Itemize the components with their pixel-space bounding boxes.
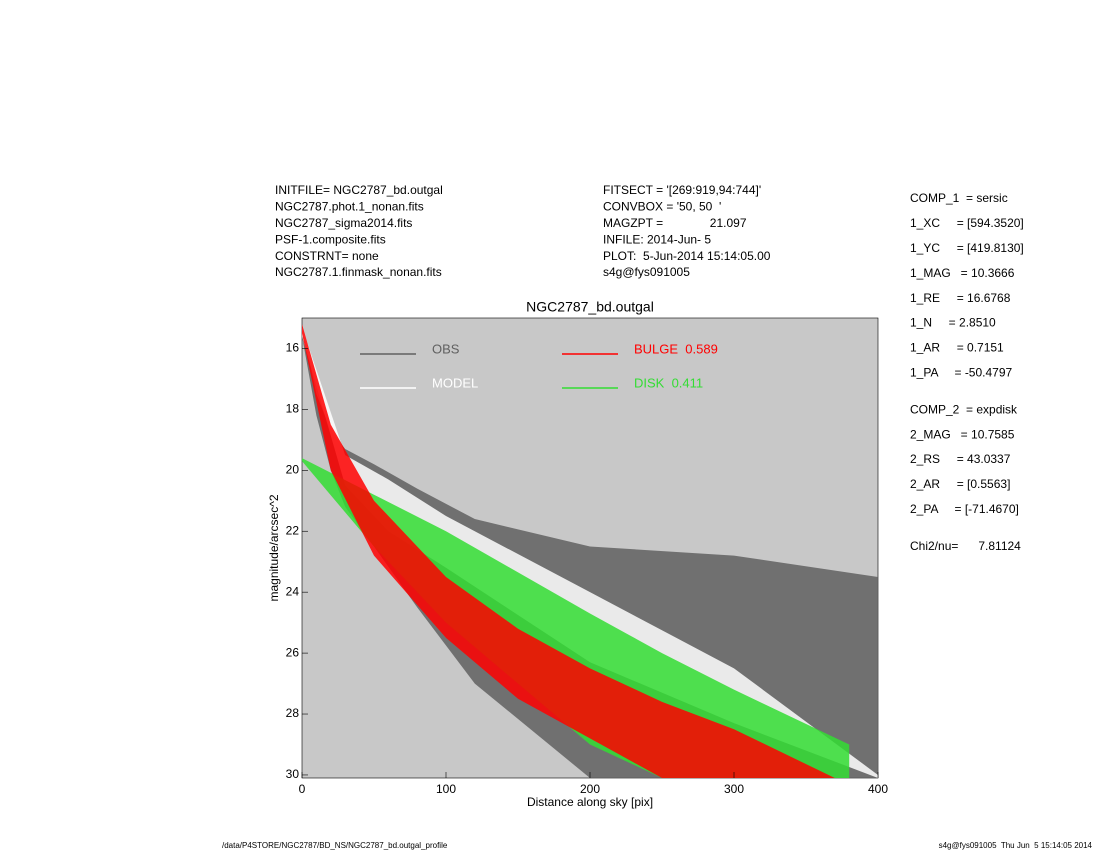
x-tick-label: 200 (580, 782, 600, 796)
header-line: MAGZPT = 21.097 (603, 216, 747, 230)
header-line: FITSECT = '[269:919,94:744]' (603, 183, 761, 197)
header-line: PSF-1.composite.fits (275, 232, 386, 246)
fit-param: Chi2/nu= 7.81124 (910, 539, 1021, 553)
header-line: INFILE: 2014-Jun- 5 (603, 232, 711, 246)
profile-band (302, 327, 878, 778)
fit-param: 1_XC = [594.3520] (910, 216, 1024, 230)
header-line: INITFILE= NGC2787_bd.outgal (275, 183, 443, 197)
y-tick-label: 30 (286, 767, 300, 781)
header-line: CONSTRNT= none (275, 249, 379, 263)
x-tick-label: 300 (724, 782, 744, 796)
y-tick-label: 22 (286, 523, 300, 537)
header-line: NGC2787.1.finmask_nonan.fits (275, 265, 442, 279)
fit-param: COMP_2 = expdisk (910, 402, 1018, 416)
y-tick-label: 20 (286, 462, 300, 476)
legend-label: DISK 0.411 (634, 375, 703, 390)
chart-title: NGC2787_bd.outgal (526, 299, 654, 315)
legend-label: BULGE 0.589 (634, 341, 718, 356)
x-tick-label: 100 (436, 782, 456, 796)
fit-param: 1_AR = 0.7151 (910, 341, 1004, 355)
fit-param: 2_AR = [0.5563] (910, 477, 1010, 491)
footer-stamp: s4g@fys091005 Thu Jun 5 15:14:05 2014 (939, 841, 1093, 850)
fit-param: 1_PA = -50.4797 (910, 365, 1013, 379)
fit-param: 1_N = 2.8510 (910, 316, 996, 330)
y-tick-label: 18 (286, 402, 300, 416)
legend-label: MODEL (432, 375, 478, 390)
legend-label: OBS (432, 341, 460, 356)
y-tick-label: 28 (286, 706, 300, 720)
fit-param: 2_MAG = 10.7585 (910, 427, 1015, 441)
profile-band (302, 324, 835, 778)
header-line: PLOT: 5-Jun-2014 15:14:05.00 (603, 249, 771, 263)
footer-path: /data/P4STORE/NGC2787/BD_NS/NGC2787_bd.o… (222, 841, 448, 850)
fit-param: 1_RE = 16.6768 (910, 291, 1011, 305)
profile-band (302, 458, 850, 778)
fit-param: 2_PA = [-71.4670] (910, 502, 1019, 516)
x-tick-label: 400 (868, 782, 888, 796)
y-tick-label: 24 (286, 584, 300, 598)
fit-param: 1_MAG = 10.3666 (910, 266, 1015, 280)
x-axis-label: Distance along sky [pix] (527, 795, 653, 809)
fit-param: COMP_1 = sersic (910, 191, 1008, 205)
header-line: CONVBOX = '50, 50 ' (603, 200, 721, 214)
fit-param: 2_RS = 43.0337 (910, 452, 1011, 466)
y-tick-label: 26 (286, 645, 300, 659)
x-tick-label: 0 (299, 782, 306, 796)
y-axis-label: magnitude/arcsec^2 (267, 494, 281, 601)
header-line: NGC2787.phot.1_nonan.fits (275, 200, 424, 214)
header-line: s4g@fys091005 (603, 265, 690, 279)
fit-param: 1_YC = [419.8130] (910, 241, 1024, 255)
header-line: NGC2787_sigma2014.fits (275, 216, 412, 230)
y-tick-label: 16 (286, 341, 300, 355)
